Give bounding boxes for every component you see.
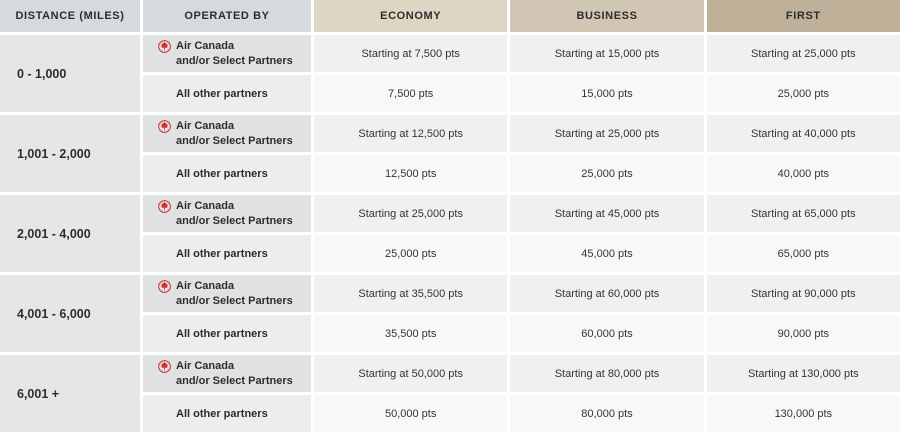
column-header-distance: DISTANCE (MILES)	[0, 0, 140, 32]
economy-air-canada-value: Starting at 35,500 pts	[314, 275, 508, 312]
column-header-first: FIRST	[706, 0, 900, 32]
distance-band-label: 1,001 - 2,000	[0, 115, 140, 192]
operator-air-canada-line2: and/or Select Partners	[176, 134, 293, 147]
first-air-canada-value: Starting at 65,000 pts	[706, 195, 900, 232]
first-air-canada-value: Starting at 130,000 pts	[706, 355, 900, 392]
economy-air-canada-value: Starting at 12,500 pts	[314, 115, 508, 152]
economy-other-value: 50,000 pts	[314, 395, 508, 432]
operator-air-canada-line2: and/or Select Partners	[176, 54, 293, 67]
air-canada-maple-leaf-roundel-icon	[158, 359, 171, 373]
business-air-canada-value: Starting at 60,000 pts	[510, 275, 704, 312]
business-air-canada-value: Starting at 80,000 pts	[510, 355, 704, 392]
first-air-canada-value: Starting at 90,000 pts	[706, 275, 900, 312]
operator-air-canada-name: Air Canada	[176, 279, 235, 292]
distance-band-label: 0 - 1,000	[0, 35, 140, 112]
operator-other-partners-cell: All other partners	[143, 315, 311, 352]
economy-air-canada-value: Starting at 7,500 pts	[314, 35, 508, 72]
economy-air-canada-value: Starting at 50,000 pts	[314, 355, 508, 392]
economy-air-canada-value: Starting at 25,000 pts	[314, 195, 508, 232]
operator-air-canada-line1: Air Canada	[158, 279, 234, 294]
operator-air-canada-cell: Air Canada and/or Select Partners	[143, 195, 311, 232]
column-header-business: BUSINESS	[510, 0, 704, 32]
first-other-value: 40,000 pts	[706, 155, 900, 192]
air-canada-maple-leaf-roundel-icon	[158, 119, 171, 133]
operator-air-canada-cell: Air Canada and/or Select Partners	[143, 115, 311, 152]
operator-air-canada-line1: Air Canada	[158, 199, 234, 214]
business-other-value: 25,000 pts	[510, 155, 704, 192]
business-other-value: 60,000 pts	[510, 315, 704, 352]
operator-air-canada-line1: Air Canada	[158, 359, 234, 374]
air-canada-maple-leaf-roundel-icon	[158, 199, 171, 213]
first-other-value: 90,000 pts	[706, 315, 900, 352]
business-other-value: 80,000 pts	[510, 395, 704, 432]
operator-air-canada-name: Air Canada	[176, 39, 235, 52]
first-air-canada-value: Starting at 40,000 pts	[706, 115, 900, 152]
business-other-value: 45,000 pts	[510, 235, 704, 272]
distance-band-label: 6,001 +	[0, 355, 140, 432]
first-other-value: 65,000 pts	[706, 235, 900, 272]
air-canada-maple-leaf-roundel-icon	[158, 279, 171, 293]
economy-other-value: 12,500 pts	[314, 155, 508, 192]
column-header-economy: ECONOMY	[314, 0, 508, 32]
operator-other-partners-cell: All other partners	[143, 235, 311, 272]
economy-other-value: 35,500 pts	[314, 315, 508, 352]
first-other-value: 25,000 pts	[706, 75, 900, 112]
operator-air-canada-name: Air Canada	[176, 199, 235, 212]
economy-other-value: 25,000 pts	[314, 235, 508, 272]
business-other-value: 15,000 pts	[510, 75, 704, 112]
distance-band-label: 4,001 - 6,000	[0, 275, 140, 352]
operator-air-canada-line1: Air Canada	[158, 119, 234, 134]
business-air-canada-value: Starting at 45,000 pts	[510, 195, 704, 232]
distance-band-label: 2,001 - 4,000	[0, 195, 140, 272]
first-air-canada-value: Starting at 25,000 pts	[706, 35, 900, 72]
operator-air-canada-line1: Air Canada	[158, 39, 234, 54]
first-other-value: 130,000 pts	[706, 395, 900, 432]
operator-air-canada-cell: Air Canada and/or Select Partners	[143, 275, 311, 312]
operator-other-partners-cell: All other partners	[143, 395, 311, 432]
economy-other-value: 7,500 pts	[314, 75, 508, 112]
air-canada-maple-leaf-roundel-icon	[158, 39, 171, 53]
operator-air-canada-name: Air Canada	[176, 119, 235, 132]
column-header-operated-by: OPERATED BY	[143, 0, 311, 32]
operator-air-canada-line2: and/or Select Partners	[176, 374, 293, 387]
business-air-canada-value: Starting at 25,000 pts	[510, 115, 704, 152]
operator-other-partners-cell: All other partners	[143, 155, 311, 192]
business-air-canada-value: Starting at 15,000 pts	[510, 35, 704, 72]
operator-air-canada-cell: Air Canada and/or Select Partners	[143, 355, 311, 392]
operator-air-canada-name: Air Canada	[176, 359, 235, 372]
operator-air-canada-cell: Air Canada and/or Select Partners	[143, 35, 311, 72]
operator-other-partners-cell: All other partners	[143, 75, 311, 112]
operator-air-canada-line2: and/or Select Partners	[176, 214, 293, 227]
operator-air-canada-line2: and/or Select Partners	[176, 294, 293, 307]
